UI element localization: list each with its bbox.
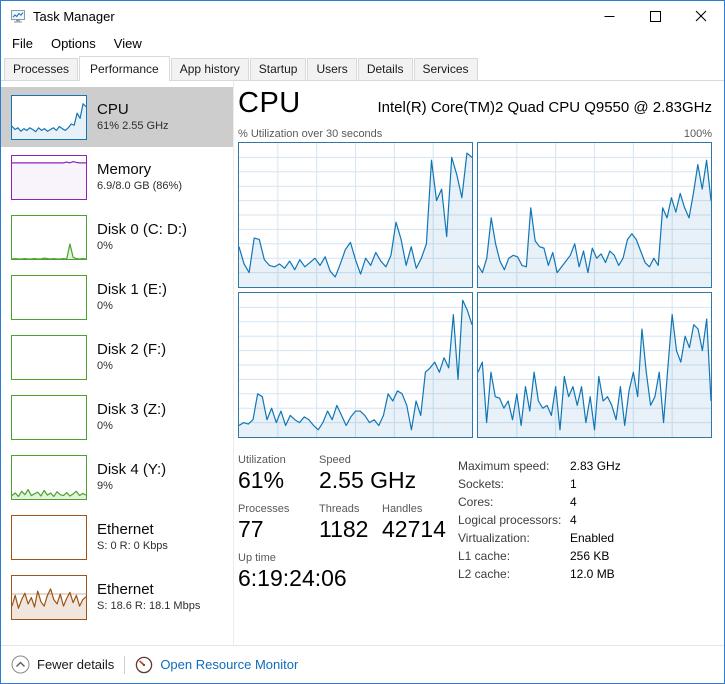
graph-axis-label: % Utilization over 30 seconds (238, 128, 383, 140)
content-area: CPU 61% 2.55 GHz Memory 6.9/8.0 GB (86%)… (1, 81, 724, 645)
sidebar-item-subtitle: S: 18.6 R: 18.1 Mbps (97, 600, 201, 612)
tab-performance[interactable]: Performance (79, 56, 170, 81)
disk2-mini-graph (11, 334, 87, 380)
memory-mini-graph (11, 154, 87, 200)
graph-max-label: 100% (683, 128, 712, 140)
menu-bar: File Options View (1, 31, 724, 56)
maximize-icon (649, 10, 661, 22)
page-title: CPU (238, 87, 301, 119)
disk3-mini-graph (11, 394, 87, 440)
detail-sockets: Sockets: 1 (458, 477, 577, 491)
detail-l2-cache: L2 cache: 12.0 MB (458, 567, 615, 581)
detail-cores: Cores: 4 (458, 495, 577, 509)
open-resource-monitor-label: Open Resource Monitor (160, 657, 299, 672)
sidebar-item-subtitle: 61% 2.55 GHz (97, 120, 169, 132)
sidebar-item-title: CPU (97, 101, 129, 118)
minimize-button[interactable] (586, 1, 632, 31)
sidebar-item-disk1[interactable]: Disk 1 (E:) 0% (1, 267, 233, 327)
tab-users[interactable]: Users (307, 58, 357, 80)
sidebar-item-title: Ethernet (97, 581, 154, 598)
window-title: Task Manager (33, 8, 115, 24)
detail-l1-cache: L1 cache: 256 KB (458, 549, 610, 563)
close-icon (695, 10, 707, 22)
menu-options[interactable]: Options (50, 36, 96, 51)
sidebar-item-subtitle: 0% (97, 300, 113, 312)
sidebar-item-ethernet-1[interactable]: Ethernet S: 0 R: 0 Kbps (1, 507, 233, 567)
menu-view[interactable]: View (113, 36, 142, 51)
cpu-graph-core2[interactable] (238, 292, 473, 438)
stat-handles: Handles 42714 (382, 503, 446, 542)
stat-uptime: Up time 6:19:24:06 (238, 552, 347, 591)
performance-sidebar: CPU 61% 2.55 GHz Memory 6.9/8.0 GB (86%)… (1, 81, 234, 645)
maximize-button[interactable] (632, 1, 678, 31)
ethernet2-mini-graph (11, 574, 87, 620)
window-controls (586, 1, 724, 31)
sidebar-item-ethernet-2[interactable]: Ethernet S: 18.6 R: 18.1 Mbps (1, 567, 233, 627)
close-button[interactable] (678, 1, 724, 31)
fewer-details-label: Fewer details (37, 657, 115, 672)
cpu-performance-panel: CPU Intel(R) Core(TM)2 Quad CPU Q9550 @ … (234, 81, 724, 645)
tab-processes[interactable]: Processes (4, 58, 79, 80)
sidebar-item-subtitle: 0% (97, 360, 113, 372)
sidebar-item-disk0[interactable]: Disk 0 (C: D:) 0% (1, 207, 233, 267)
cpu-stats: Utilization 61% Speed 2.55 GHz Processes… (238, 454, 712, 601)
processor-name: Intel(R) Core(TM)2 Quad CPU Q9550 @ 2.83… (377, 99, 712, 116)
sidebar-item-subtitle: 6.9/8.0 GB (86%) (97, 180, 182, 192)
open-resource-monitor-link[interactable]: Open Resource Monitor (135, 656, 298, 674)
disk1-mini-graph (11, 274, 87, 320)
cpu-graph-core1[interactable] (477, 142, 712, 288)
tab-app-history[interactable]: App history (170, 58, 249, 80)
sidebar-item-title: Ethernet (97, 521, 154, 538)
sidebar-item-memory[interactable]: Memory 6.9/8.0 GB (86%) (1, 147, 233, 207)
task-manager-app-icon (10, 8, 26, 24)
chevron-up-icon (11, 655, 30, 674)
sidebar-item-title: Disk 0 (C: D:) (97, 221, 187, 238)
sidebar-item-subtitle: 0% (97, 420, 113, 432)
sidebar-item-disk2[interactable]: Disk 2 (F:) 0% (1, 327, 233, 387)
cpu-core-graphs (238, 142, 712, 438)
detail-virtualization: Virtualization: Enabled (458, 531, 615, 545)
sidebar-item-title: Disk 3 (Z:) (97, 401, 167, 418)
sidebar-item-title: Disk 1 (E:) (97, 281, 168, 298)
tab-services[interactable]: Services (413, 58, 478, 80)
sidebar-item-subtitle: 0% (97, 240, 113, 252)
tab-startup[interactable]: Startup (249, 58, 307, 80)
stat-speed: Speed 2.55 GHz (319, 454, 417, 493)
disk4-mini-graph (11, 454, 87, 500)
detail-logical-processors: Logical processors: 4 (458, 513, 577, 527)
ethernet1-mini-graph (11, 514, 87, 560)
cpu-mini-graph (11, 94, 87, 140)
title-bar: Task Manager (1, 1, 724, 31)
sidebar-item-title: Disk 4 (Y:) (97, 461, 167, 478)
stat-processes: Processes 77 (238, 503, 290, 542)
cpu-details-list: Maximum speed: 2.83 GHz Sockets: 1 Cores: 4… (458, 454, 621, 601)
sidebar-item-title: Disk 2 (F:) (97, 341, 167, 358)
resource-monitor-icon (136, 656, 153, 673)
sidebar-item-title: Memory (97, 161, 152, 178)
cpu-graph-core0[interactable] (238, 142, 473, 288)
disk0-mini-graph (11, 214, 87, 260)
cpu-graph-core3[interactable] (477, 292, 712, 438)
detail-max-speed: Maximum speed: 2.83 GHz (458, 459, 621, 473)
footer-bar: Fewer details Open Resource Monitor (1, 645, 724, 683)
sidebar-item-cpu[interactable]: CPU 61% 2.55 GHz (1, 87, 233, 147)
menu-file[interactable]: File (12, 36, 33, 51)
fewer-details-button[interactable]: Fewer details (11, 655, 114, 674)
sidebar-item-disk3[interactable]: Disk 3 (Z:) 0% (1, 387, 233, 447)
footer-divider (124, 655, 126, 674)
stat-utilization: Utilization 61% (238, 454, 286, 493)
sidebar-item-subtitle: 9% (97, 480, 113, 492)
sidebar-item-subtitle: S: 0 R: 0 Kbps (97, 540, 168, 552)
sidebar-item-disk4[interactable]: Disk 4 (Y:) 9% (1, 447, 233, 507)
tab-details[interactable]: Details (357, 58, 413, 80)
minimize-icon (604, 15, 614, 17)
stat-threads: Threads 1182 (319, 503, 369, 542)
tab-strip: Processes Performance App history Startu… (1, 56, 724, 81)
